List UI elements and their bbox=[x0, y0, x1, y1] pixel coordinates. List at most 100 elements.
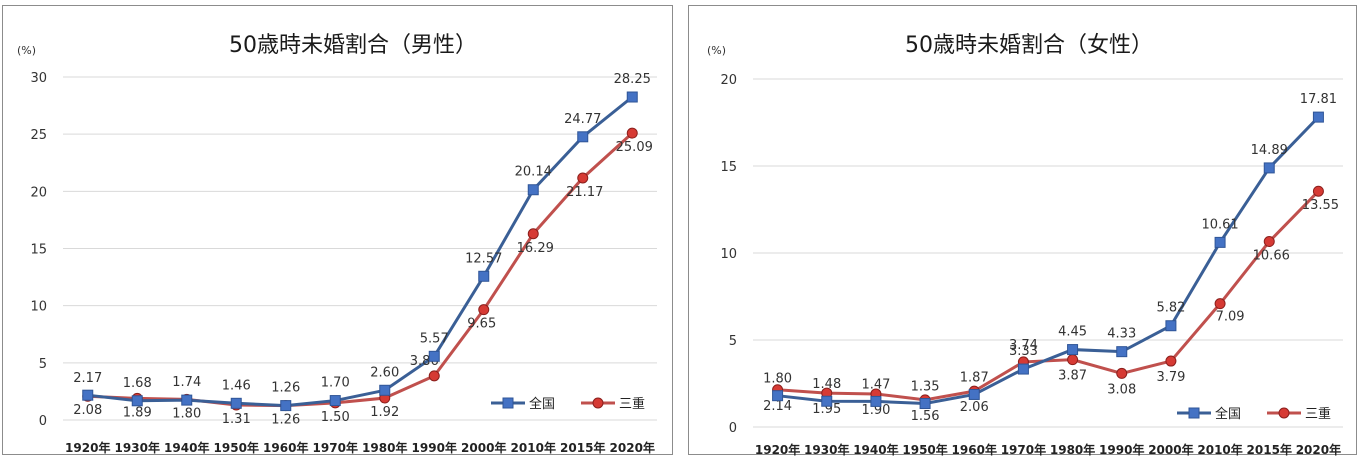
y-unit-label: (%) bbox=[707, 44, 726, 57]
national-point bbox=[1312, 111, 1324, 123]
national-data-label: 1.47 bbox=[861, 377, 890, 392]
national-data-label: 1.68 bbox=[123, 376, 152, 391]
mie-data-label: 3.08 bbox=[1107, 382, 1136, 397]
national-point bbox=[772, 390, 784, 402]
mie-point bbox=[1312, 185, 1324, 197]
x-tick-label: 2010年 bbox=[511, 440, 556, 455]
chart-title: 50歳時未婚割合（男性） bbox=[229, 33, 477, 58]
y-tick-label: 5 bbox=[729, 334, 737, 349]
x-tick-label: 1990年 bbox=[412, 440, 457, 455]
y-tick-label: 20 bbox=[720, 73, 737, 88]
national-data-label: 12.57 bbox=[465, 251, 502, 266]
legend-national-marker bbox=[1188, 407, 1200, 419]
legend-mie-marker bbox=[1278, 407, 1290, 419]
mie-data-label: 3.87 bbox=[1058, 369, 1087, 384]
mie-point bbox=[1067, 354, 1079, 366]
national-point bbox=[1067, 344, 1079, 356]
mie-data-label: 9.65 bbox=[467, 317, 496, 332]
national-data-label: 3.33 bbox=[1009, 344, 1038, 359]
national-point bbox=[230, 397, 242, 409]
x-tick-label: 1950年 bbox=[902, 442, 947, 456]
national-point bbox=[280, 400, 292, 412]
mie-point bbox=[1116, 367, 1128, 379]
national-point bbox=[329, 395, 341, 407]
legend-national-label: 全国 bbox=[1215, 406, 1241, 422]
national-data-label: 4.33 bbox=[1107, 327, 1136, 342]
national-data-label: 14.89 bbox=[1251, 143, 1288, 158]
mie-data-label: 1.50 bbox=[321, 410, 350, 425]
mie-data-label: 1.92 bbox=[370, 405, 399, 420]
national-point bbox=[82, 389, 94, 401]
x-tick-label: 1980年 bbox=[362, 440, 407, 455]
legend-mie-label: 三重 bbox=[619, 396, 645, 412]
mie-data-label: 21.17 bbox=[566, 185, 603, 200]
national-data-label: 17.81 bbox=[1300, 92, 1337, 107]
x-tick-label: 2020年 bbox=[1296, 442, 1341, 456]
female-chart: 50歳時未婚割合（女性） (%) 0 5 10 15 20 1920年 1930年 1940年… bbox=[707, 33, 1343, 456]
y-tick-label: 5 bbox=[39, 357, 47, 372]
national-data-label: 5.82 bbox=[1156, 301, 1185, 316]
mie-data-label: 2.08 bbox=[73, 403, 102, 418]
mie-data-label: 7.09 bbox=[1216, 310, 1245, 325]
mie-point bbox=[577, 172, 589, 184]
mie-data-label: 1.56 bbox=[911, 409, 940, 424]
y-tick-label: 0 bbox=[39, 414, 47, 429]
national-point bbox=[131, 395, 143, 407]
national-series-line bbox=[777, 116, 1320, 406]
mie-data-label: 13.55 bbox=[1302, 198, 1339, 213]
mie-data-label: 2.14 bbox=[763, 399, 792, 414]
mie-data-label: 16.29 bbox=[517, 241, 554, 256]
mie-data-label: 1.95 bbox=[812, 402, 841, 417]
national-point bbox=[1214, 236, 1226, 248]
mie-data-label: 1.26 bbox=[271, 413, 300, 428]
mie-data-label: 25.09 bbox=[616, 140, 653, 155]
national-data-label: 10.61 bbox=[1201, 217, 1238, 232]
national-point bbox=[478, 270, 490, 282]
national-data-label: 1.46 bbox=[222, 378, 251, 393]
x-tick-label: 1920年 bbox=[65, 440, 110, 455]
x-tick-label: 2015年 bbox=[1247, 442, 1292, 456]
mie-data-label: 3.74 bbox=[1009, 338, 1038, 353]
legend-national-marker bbox=[502, 397, 514, 409]
national-data-label: 1.70 bbox=[321, 376, 350, 391]
x-tick-label: 1940年 bbox=[164, 440, 209, 455]
x-tick-label: 2015年 bbox=[560, 440, 605, 455]
x-tick-label: 1970年 bbox=[1001, 442, 1046, 456]
national-data-label: 1.87 bbox=[960, 370, 989, 385]
national-data-label: 2.17 bbox=[73, 371, 102, 386]
national-point bbox=[577, 131, 589, 143]
x-tick-label: 1940年 bbox=[853, 442, 898, 456]
national-point bbox=[181, 394, 193, 406]
national-data-label: 2.60 bbox=[370, 365, 399, 380]
male-chart: 50歳時未婚割合（男性） (%) 0 5 10 15 20 25 30 1920年 1930年 1… bbox=[17, 33, 657, 455]
mie-point bbox=[428, 370, 440, 382]
mie-data-label: 1.89 bbox=[123, 405, 152, 420]
mie-data-label: 1.80 bbox=[172, 406, 201, 421]
mie-point bbox=[626, 127, 638, 139]
national-series-line bbox=[87, 95, 634, 408]
national-data-label: 1.35 bbox=[911, 380, 940, 395]
y-tick-label: 10 bbox=[30, 300, 47, 315]
national-data-label: 4.45 bbox=[1058, 325, 1087, 340]
x-tick-label: 1930年 bbox=[804, 442, 849, 456]
x-tick-label: 1950年 bbox=[214, 440, 259, 455]
legend-national-label: 全国 bbox=[529, 396, 555, 412]
national-point bbox=[968, 388, 980, 400]
mie-point bbox=[1263, 236, 1275, 248]
national-data-label: 5.57 bbox=[420, 331, 449, 346]
x-tick-label: 2010年 bbox=[1197, 442, 1242, 456]
x-tick-label: 1920年 bbox=[755, 442, 800, 456]
national-point bbox=[527, 184, 539, 196]
mie-data-label: 1.90 bbox=[861, 403, 890, 418]
national-point bbox=[821, 395, 833, 407]
x-tick-label: 1980年 bbox=[1050, 442, 1095, 456]
y-tick-label: 25 bbox=[30, 128, 47, 143]
y-tick-label: 10 bbox=[720, 247, 737, 262]
mie-point bbox=[478, 304, 490, 316]
y-tick-label: 0 bbox=[729, 421, 737, 436]
legend-mie-marker bbox=[592, 397, 604, 409]
mie-data-label: 2.06 bbox=[960, 400, 989, 415]
national-point bbox=[870, 395, 882, 407]
national-point bbox=[626, 91, 638, 103]
y-tick-label: 15 bbox=[720, 160, 737, 175]
